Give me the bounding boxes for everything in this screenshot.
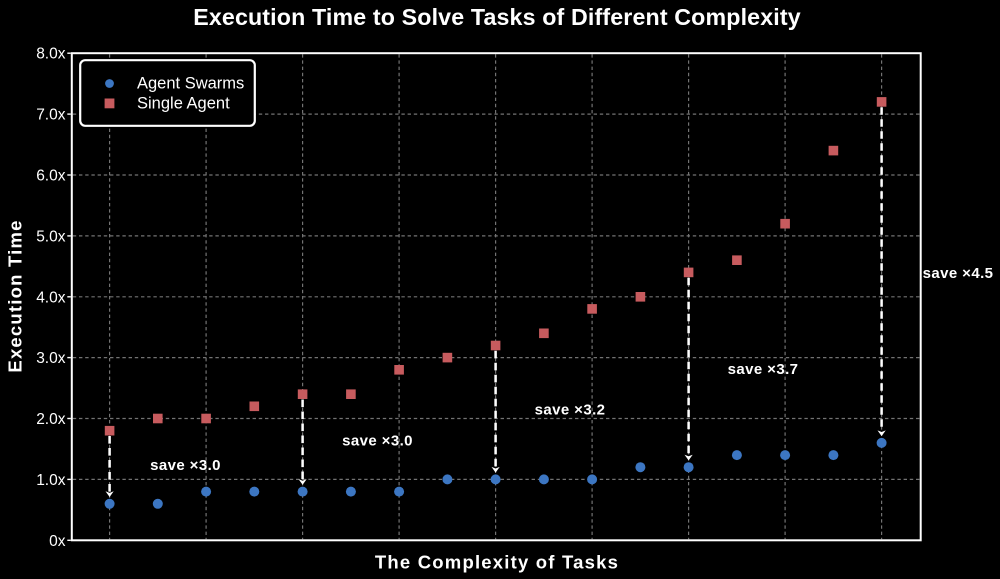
svg-text:5.0x: 5.0x [36, 228, 66, 245]
svg-text:save ×3.2: save ×3.2 [535, 402, 606, 419]
svg-text:0x: 0x [49, 533, 66, 550]
svg-text:Single Agent: Single Agent [137, 95, 230, 113]
svg-text:4.0x: 4.0x [36, 289, 66, 306]
svg-text:7.0x: 7.0x [36, 107, 66, 124]
svg-text:Agent Swarms: Agent Swarms [137, 75, 244, 93]
svg-text:6.0x: 6.0x [36, 168, 66, 185]
svg-text:3.0x: 3.0x [36, 350, 66, 367]
svg-text:1.0x: 1.0x [36, 472, 66, 489]
svg-text:Execution Time: Execution Time [4, 219, 25, 372]
svg-text:Execution Time to Solve Tasks: Execution Time to Solve Tasks of Differe… [193, 4, 801, 30]
svg-text:save ×4.5: save ×4.5 [923, 265, 994, 282]
svg-text:8.0x: 8.0x [36, 46, 66, 63]
svg-text:The Complexity of Tasks: The Complexity of Tasks [375, 552, 619, 573]
svg-text:save ×3.7: save ×3.7 [728, 361, 799, 378]
svg-text:2.0x: 2.0x [36, 411, 66, 428]
svg-text:save ×3.0: save ×3.0 [150, 457, 221, 474]
svg-text:save ×3.0: save ×3.0 [342, 433, 413, 450]
